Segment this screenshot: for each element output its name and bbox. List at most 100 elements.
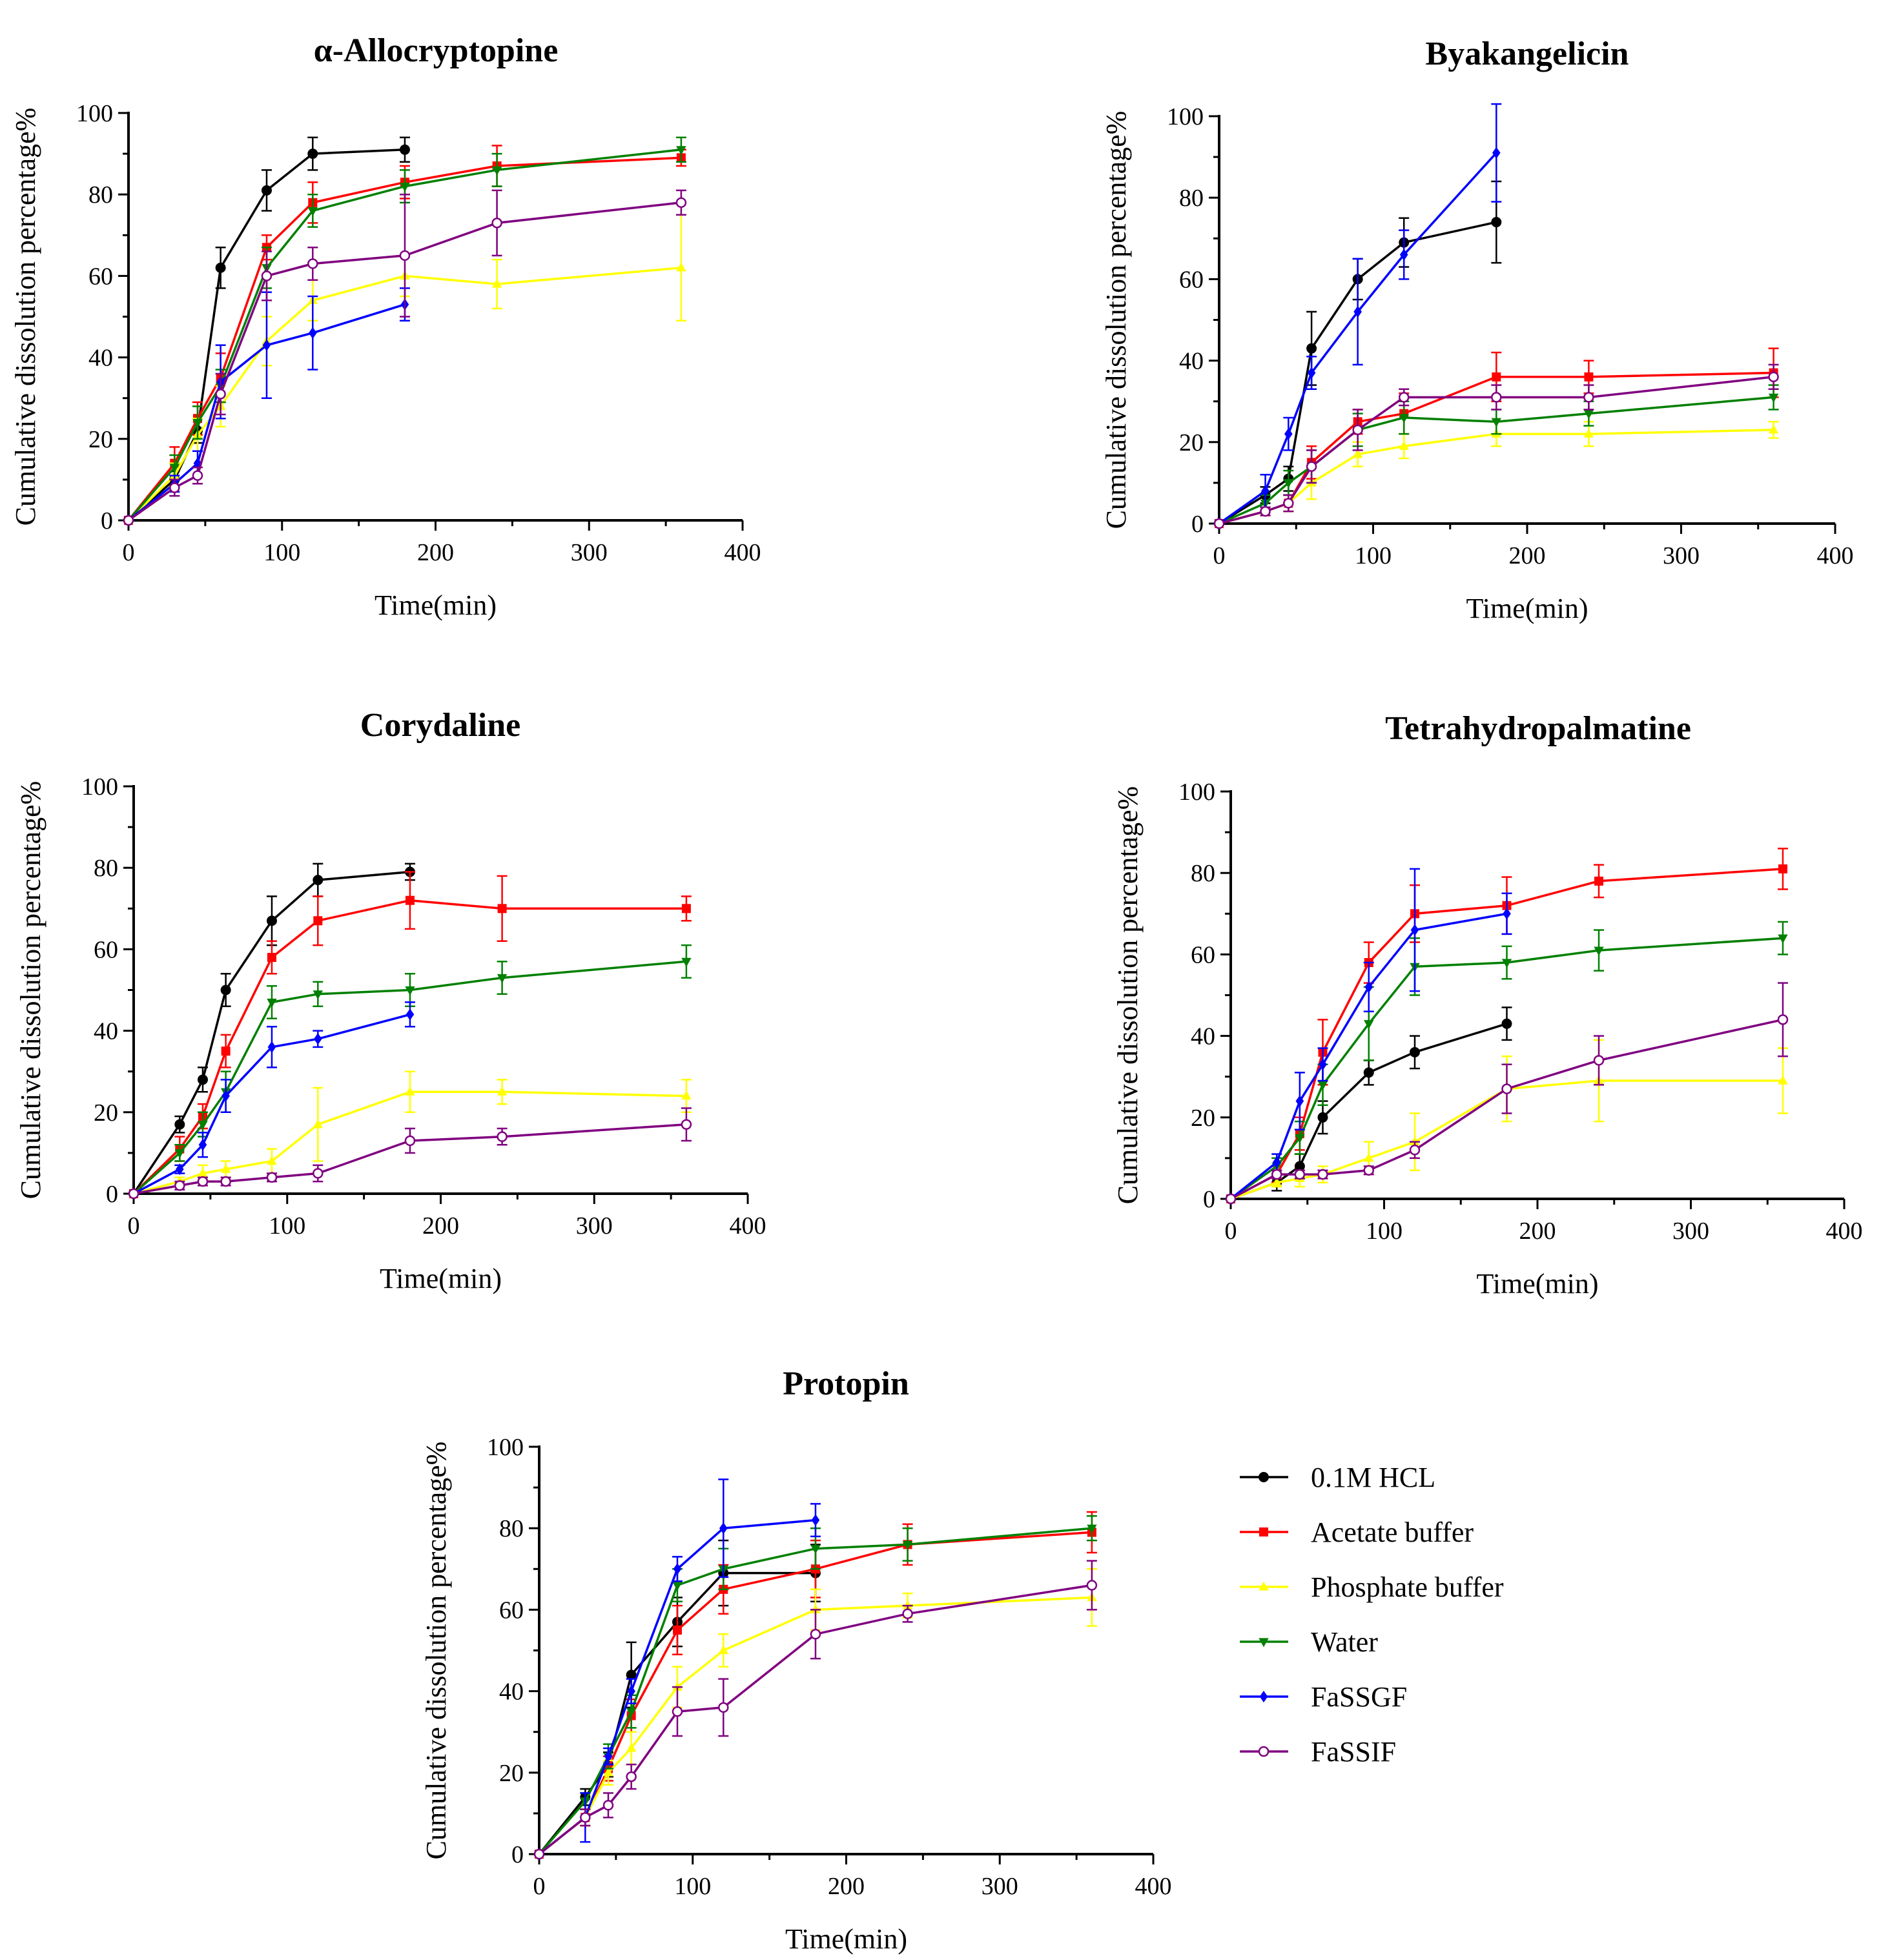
y-tick-label: 80 <box>499 1515 524 1542</box>
legend-label: FaSSGF <box>1311 1681 1407 1713</box>
chart-title: α-Allocryptopine <box>314 32 559 69</box>
chart-allocryptopine: α-Allocryptopine 0 20 40 60 80 100 0 100 200 300 40… <box>10 32 761 621</box>
data-point <box>1306 461 1317 472</box>
data-point <box>307 148 318 159</box>
data-point <box>1778 1075 1788 1085</box>
data-point <box>533 1848 545 1860</box>
data-point <box>1317 1081 1328 1090</box>
x-tick-label: 100 <box>1366 1218 1403 1245</box>
x-tick-label: 0 <box>123 539 135 566</box>
data-point <box>626 1771 637 1782</box>
data-point <box>1352 424 1363 436</box>
data-point <box>1492 372 1501 382</box>
data-point <box>491 278 502 288</box>
data-point <box>902 1608 913 1619</box>
x-tick-label: 200 <box>828 1873 865 1900</box>
data-point <box>681 957 692 967</box>
data-point <box>627 1685 635 1697</box>
y-tick-label: 80 <box>94 855 118 882</box>
y-tick-label: 40 <box>1179 348 1204 375</box>
chart-title: Protopin <box>783 1365 909 1402</box>
data-point <box>193 457 202 469</box>
y-tick-label: 40 <box>499 1679 524 1706</box>
data-point <box>1283 498 1294 509</box>
chart-protopin: Protopin 0 20 40 60 80 100 0 100 200 300 400 Time(mi… <box>420 1365 1172 1955</box>
data-point <box>307 258 318 269</box>
data-point <box>491 166 502 176</box>
data-point <box>626 1669 637 1680</box>
data-point <box>1319 1058 1327 1070</box>
data-point <box>1491 392 1502 403</box>
x-tick-label: 0 <box>1225 1218 1237 1245</box>
data-point <box>267 1041 276 1053</box>
legend-item-fassgf: FaSSGF <box>1240 1681 1407 1713</box>
data-point <box>314 1033 322 1045</box>
series-fassgf <box>124 287 410 527</box>
data-point <box>1399 414 1409 424</box>
chart-title: Byakangelicin <box>1426 36 1629 72</box>
data-point <box>220 985 231 995</box>
data-point <box>1491 217 1502 228</box>
y-axis-label: Cumulative dissolution percentage% <box>15 781 46 1199</box>
data-point <box>811 1514 820 1526</box>
data-point <box>1086 1580 1098 1591</box>
data-point <box>313 875 324 886</box>
chart-title: Tetrahydropalmatine <box>1385 710 1691 747</box>
data-point <box>267 953 276 963</box>
y-tick-label: 80 <box>1191 860 1215 887</box>
x-tick-label: 200 <box>1509 542 1546 569</box>
data-point <box>1399 249 1408 261</box>
data-point <box>1363 1165 1374 1176</box>
data-point <box>1501 959 1512 968</box>
data-point <box>406 1008 415 1021</box>
legend-item-0-1m-hcl: 0.1M HCL <box>1240 1462 1435 1493</box>
x-tick-label: 100 <box>269 1212 305 1240</box>
data-point <box>198 1139 207 1151</box>
x-axis-label: Time(min) <box>375 589 497 621</box>
x-tick-label: 200 <box>417 539 454 566</box>
chart-byakangelicin: Byakangelicin 0 20 40 60 80 100 0 100 200 300 400 Ti… <box>1100 36 1854 624</box>
data-point <box>1271 1169 1282 1180</box>
y-tick-label: 60 <box>94 936 118 963</box>
x-tick-label: 200 <box>1519 1218 1556 1245</box>
y-tick-label: 60 <box>88 263 113 290</box>
data-point <box>1584 372 1594 382</box>
y-tick-label: 100 <box>1178 779 1215 806</box>
data-point <box>1503 908 1511 920</box>
x-tick-label: 300 <box>571 539 608 566</box>
legend-label: Phosphate buffer <box>1311 1571 1504 1603</box>
y-axis-label: Cumulative dissolution percentage% <box>1100 111 1132 529</box>
y-tick-label: 20 <box>94 1099 118 1127</box>
data-point <box>261 185 272 196</box>
data-point <box>1399 440 1409 450</box>
data-point <box>1501 1018 1512 1029</box>
chart-tetrahydropalmatine: Tetrahydropalmatine 0 20 40 60 80 100 0 100 200 30… <box>1112 710 1863 1300</box>
data-point <box>1352 449 1363 458</box>
data-point <box>1295 1095 1304 1107</box>
data-point <box>626 1742 637 1752</box>
data-point <box>220 1176 231 1187</box>
data-point <box>220 1163 231 1173</box>
data-point <box>681 904 691 914</box>
data-point <box>497 904 507 914</box>
data-point <box>1583 410 1594 420</box>
data-point <box>313 916 323 926</box>
legend-marker <box>1259 1527 1268 1536</box>
y-tick-label: 100 <box>76 100 113 127</box>
x-tick-label: 300 <box>576 1212 613 1240</box>
legend-item-acetate-buffer: Acetate buffer <box>1240 1516 1474 1548</box>
series-fassgf <box>129 1001 415 1200</box>
y-tick-label: 0 <box>101 507 113 535</box>
data-point <box>1284 428 1293 440</box>
y-tick-label: 20 <box>88 426 113 453</box>
data-point <box>1777 1014 1789 1025</box>
y-tick-label: 0 <box>106 1181 118 1208</box>
y-tick-label: 0 <box>1203 1186 1215 1213</box>
data-point <box>1594 876 1603 886</box>
data-point <box>1363 1067 1374 1078</box>
x-tick-label: 0 <box>128 1212 140 1240</box>
x-tick-label: 400 <box>1817 542 1854 569</box>
data-point <box>580 1812 591 1823</box>
data-point <box>1271 1177 1282 1187</box>
data-point <box>128 1188 139 1199</box>
